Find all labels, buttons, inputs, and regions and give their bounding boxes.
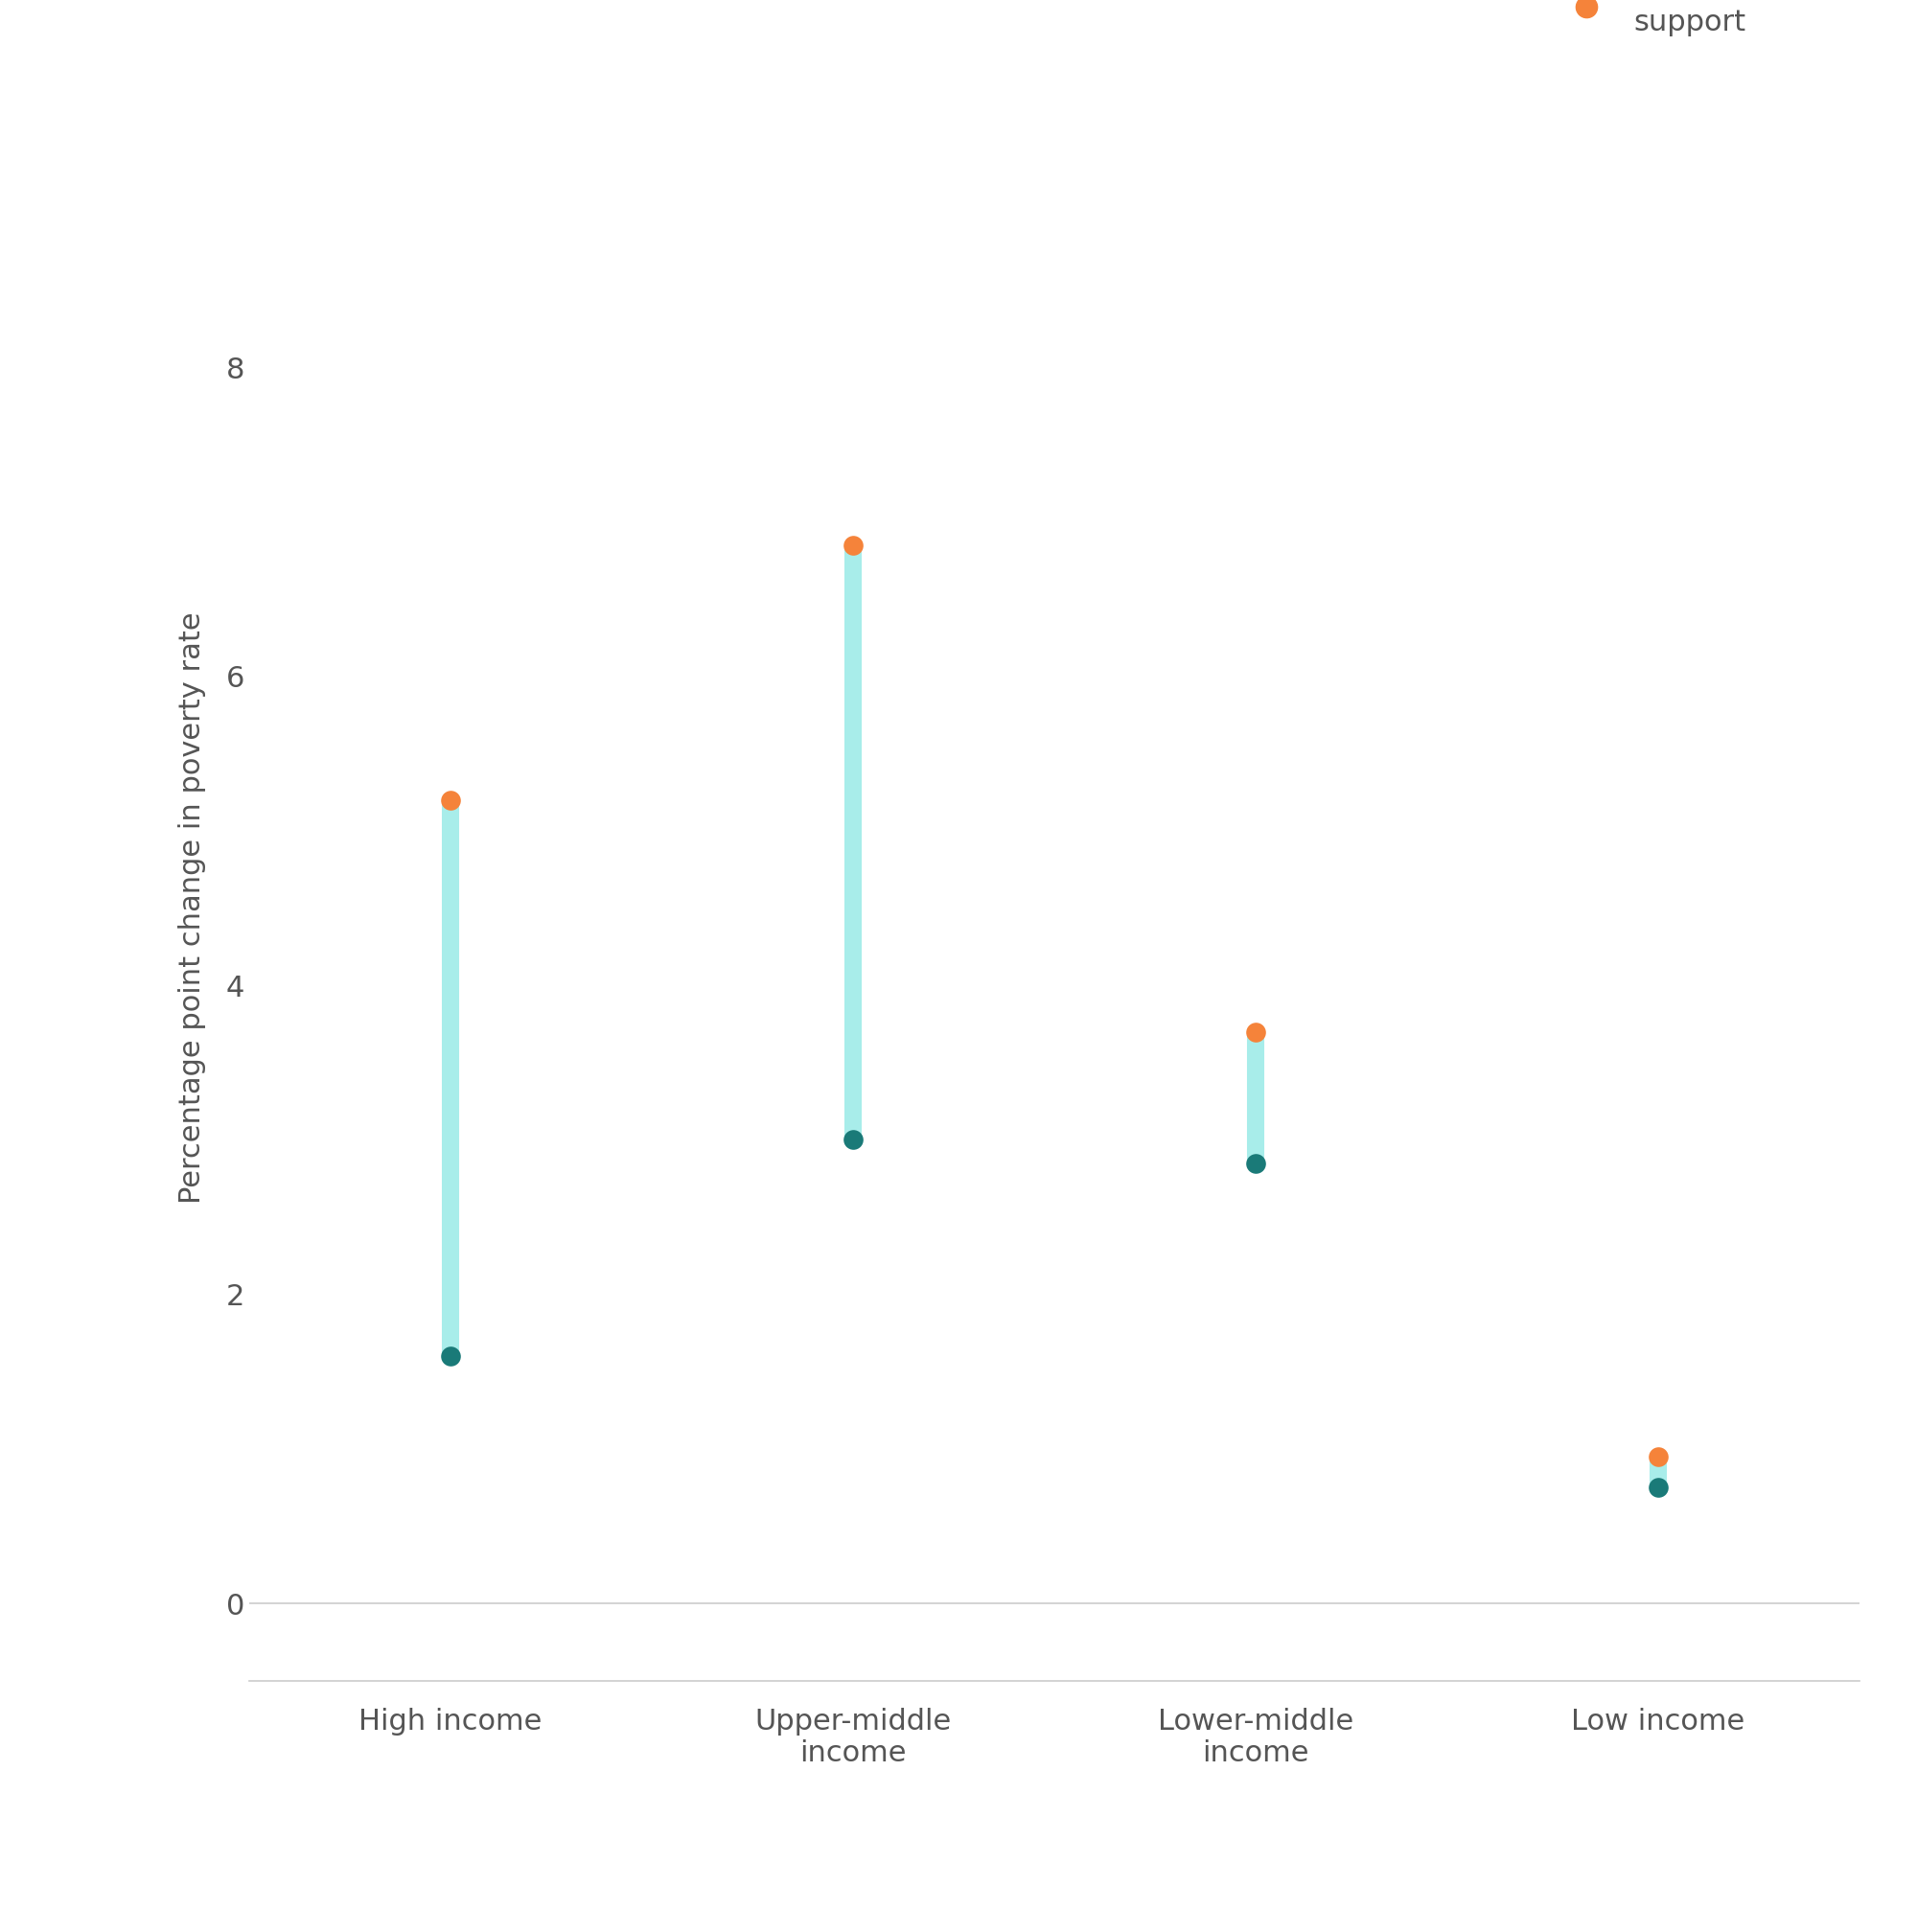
Point xyxy=(1240,1148,1271,1179)
Point xyxy=(1643,1472,1674,1503)
Legend: Without fiscal
support: Without fiscal support xyxy=(1545,0,1844,48)
Point xyxy=(838,529,868,560)
Point xyxy=(838,1124,868,1155)
Point xyxy=(435,1341,466,1372)
Point xyxy=(1643,1441,1674,1472)
Y-axis label: Percentage point change in poverty rate: Percentage point change in poverty rate xyxy=(178,612,205,1204)
Point xyxy=(1240,1016,1271,1047)
Point xyxy=(435,784,466,815)
